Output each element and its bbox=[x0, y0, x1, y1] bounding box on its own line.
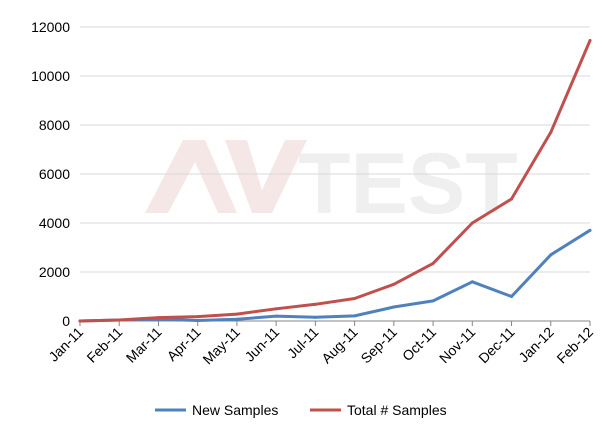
y-tick-label: 2000 bbox=[39, 264, 70, 280]
data-point bbox=[470, 280, 474, 284]
data-point bbox=[313, 315, 317, 319]
y-axis: 0 2000 4000 6000 8000 10000 12000 bbox=[31, 19, 70, 329]
data-point bbox=[510, 197, 514, 201]
x-tick-label: Jan-11 bbox=[45, 324, 86, 365]
legend: New Samples Total # Samples bbox=[155, 402, 447, 418]
y-tick-label: 6000 bbox=[39, 166, 70, 182]
watermark-test-text: TEST bbox=[298, 136, 518, 232]
x-tick-label: Nov-11 bbox=[436, 324, 479, 367]
x-tick-label: Jun-11 bbox=[241, 324, 282, 365]
x-tick-label: Aug-11 bbox=[318, 324, 361, 367]
legend-label: Total # Samples bbox=[347, 402, 447, 418]
y-tick-label: 4000 bbox=[39, 215, 70, 231]
data-point bbox=[588, 38, 592, 42]
data-point bbox=[549, 253, 553, 257]
data-point bbox=[196, 315, 200, 319]
x-tick-label: May-11 bbox=[199, 324, 243, 368]
x-tick-label: Apr-11 bbox=[164, 324, 204, 364]
data-point bbox=[431, 299, 435, 303]
gridlines bbox=[80, 26, 590, 273]
data-point bbox=[549, 130, 553, 134]
data-point bbox=[274, 314, 278, 318]
data-point bbox=[196, 319, 200, 323]
x-tick-label: Oct-11 bbox=[399, 324, 439, 364]
x-tick-label: Dec-11 bbox=[475, 324, 518, 367]
y-tick-label: 8000 bbox=[39, 117, 70, 133]
data-point bbox=[470, 221, 474, 225]
data-point bbox=[588, 228, 592, 232]
series-line-2 bbox=[78, 39, 592, 323]
data-point bbox=[313, 302, 317, 306]
y-tick-label: 10000 bbox=[31, 68, 70, 84]
x-tick-label: Mar-11 bbox=[123, 324, 165, 366]
x-tick-label: Jul-11 bbox=[284, 324, 322, 362]
x-tick-label: Feb-11 bbox=[83, 324, 125, 366]
data-point bbox=[156, 316, 160, 320]
data-point bbox=[353, 296, 357, 300]
data-point bbox=[235, 312, 239, 316]
legend-label: New Samples bbox=[192, 402, 278, 418]
data-point bbox=[392, 305, 396, 309]
series-layer bbox=[78, 38, 592, 323]
data-point bbox=[235, 317, 239, 321]
data-point bbox=[392, 282, 396, 286]
data-point bbox=[78, 319, 82, 323]
data-point bbox=[274, 307, 278, 311]
data-point bbox=[431, 261, 435, 265]
data-point bbox=[353, 314, 357, 318]
x-tick-label: Feb-12 bbox=[553, 324, 596, 367]
data-point bbox=[510, 295, 514, 298]
av-test-watermark-logo: TEST bbox=[145, 136, 518, 232]
y-tick-label: 0 bbox=[62, 313, 70, 329]
series-line-1 bbox=[78, 228, 592, 323]
x-tick-label: Sep-11 bbox=[357, 324, 400, 367]
x-tick-label: Jan-12 bbox=[515, 324, 557, 366]
y-tick-label: 12000 bbox=[31, 19, 70, 35]
data-point bbox=[117, 318, 121, 322]
